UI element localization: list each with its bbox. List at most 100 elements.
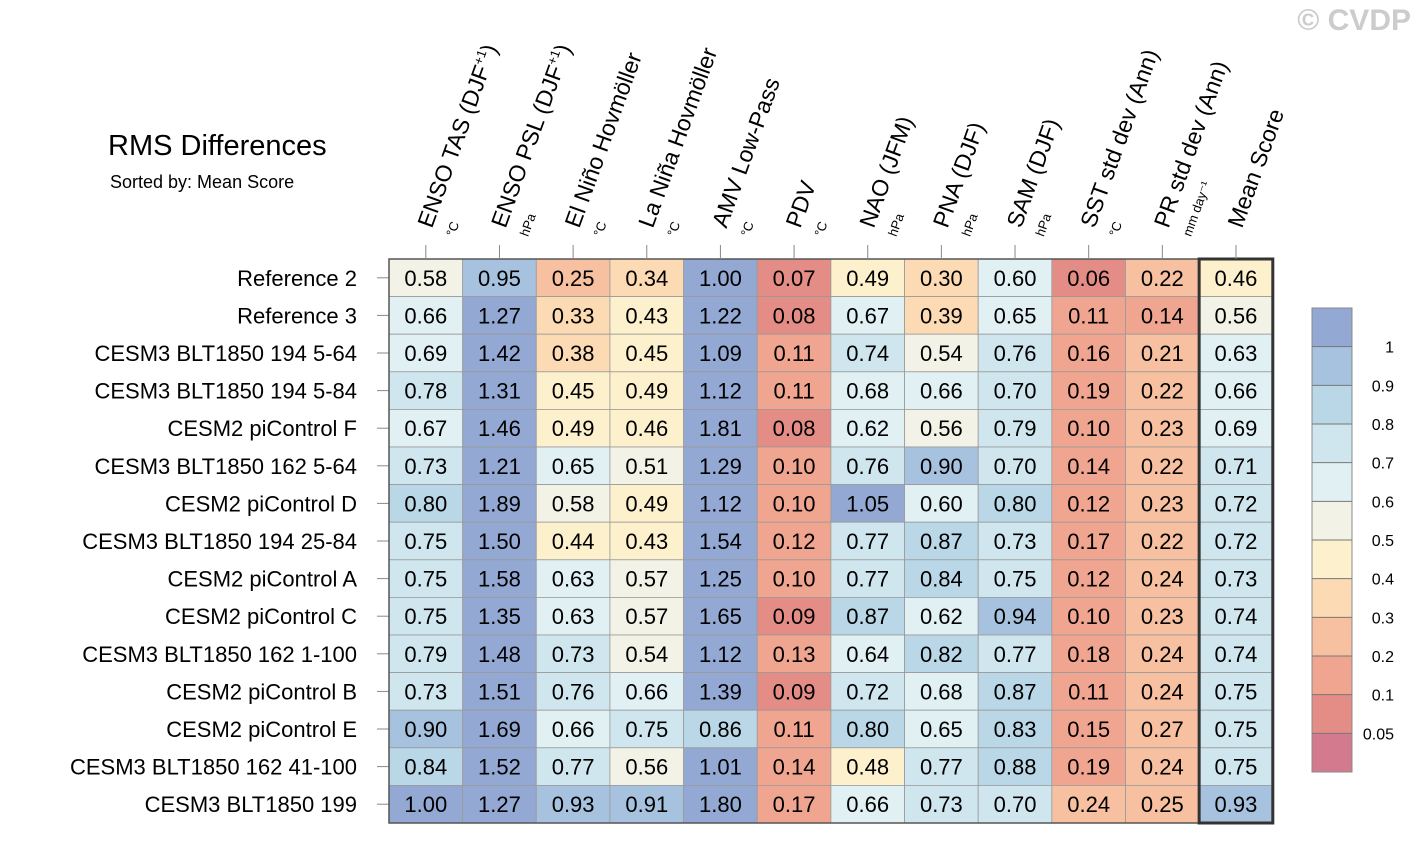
cell-value-label: 0.77: [920, 755, 963, 780]
colorbar-tick-label: 0.6: [1372, 494, 1394, 511]
heatmap-cell: [1051, 333, 1126, 373]
heatmap-cell: [830, 521, 905, 561]
heatmap-cell: [756, 672, 832, 711]
column-unit-label: °C: [664, 219, 683, 238]
heatmap-cell: [388, 408, 464, 448]
heatmap-cell: [904, 258, 979, 297]
cell-value-label: 0.11: [1068, 303, 1109, 328]
cell-value-label: 0.14: [1141, 303, 1184, 328]
column-label: PNA (DJF)hPa: [928, 119, 990, 239]
heatmap-cell: [462, 672, 537, 711]
chart-title: RMS Differences: [108, 130, 327, 162]
cell-value-label: 1.29: [699, 454, 742, 479]
heatmap-cell: [388, 446, 464, 485]
heatmap-cell: [535, 333, 611, 373]
cell-value-label: 0.75: [994, 567, 1037, 592]
cell-value-label: 0.11: [1068, 679, 1109, 704]
cell-value-label: 0.73: [920, 792, 963, 817]
column-label-main: ENSO PSL (DJF: [486, 62, 569, 231]
cell-value-label: 0.23: [1141, 604, 1184, 629]
heatmap-cell: [1198, 446, 1274, 485]
cell-value-label: 0.15: [1067, 717, 1110, 742]
column-unit-label: °C: [443, 219, 462, 238]
cell-value-label: 0.86: [699, 717, 742, 742]
heatmap-cell: [830, 597, 905, 636]
cell-value-label: 0.64: [846, 642, 889, 667]
heatmap-cell: [609, 408, 685, 448]
cell-value-label: 0.07: [773, 266, 816, 291]
cell-value-label: 1.51: [478, 679, 521, 704]
cell-value-label: 0.76: [846, 454, 889, 479]
column-label-main: NAO (JFM): [854, 113, 918, 231]
cell-value-label: 0.66: [1215, 379, 1258, 404]
heatmap-cell: [388, 597, 464, 636]
heatmap-cell: [1125, 521, 1200, 561]
cell-value-label: 0.67: [846, 303, 889, 328]
cell-value-label: 0.90: [404, 717, 447, 742]
cell-value-label: 0.56: [625, 755, 668, 780]
cell-value-label: 0.56: [920, 416, 963, 441]
cell-value-label: 0.63: [552, 604, 595, 629]
row-label: CESM3 BLT1850 199: [145, 792, 357, 817]
heatmap-cell: [388, 484, 464, 523]
cell-value-label: 1.27: [478, 792, 521, 817]
column-label-main: ENSO TAS (DJF: [412, 62, 495, 231]
heatmap-cell: [1198, 484, 1274, 523]
heatmap-cell: [609, 559, 685, 598]
heatmap-cell: [1198, 408, 1274, 448]
cell-value-label: 0.58: [552, 491, 595, 516]
colorbar-tick-label: 0.7: [1372, 456, 1394, 473]
heatmap-cell: [1051, 559, 1126, 598]
heatmap-cell: [1051, 785, 1126, 824]
heatmap-cell: [1051, 446, 1126, 485]
colorbar-segment: [1312, 656, 1352, 695]
column-unit-label: hPa: [885, 211, 907, 239]
column-label-main: SAM (DJF): [1001, 115, 1064, 231]
cell-value-label: 0.82: [920, 642, 963, 667]
heatmap-cell: [904, 785, 979, 824]
cell-value-label: 0.18: [1067, 642, 1110, 667]
column-unit-label: °C: [590, 219, 609, 238]
cell-value-label: 0.95: [478, 266, 521, 291]
heatmap-cell: [756, 446, 832, 485]
heatmap-cell: [388, 559, 464, 598]
heatmap-cell: [977, 672, 1053, 711]
cell-value-label: 0.62: [920, 604, 963, 629]
heatmap-cell: [904, 672, 979, 711]
cell-value-label: 0.66: [625, 679, 668, 704]
cell-value-label: 0.74: [1215, 604, 1258, 629]
column-label-main: Mean Score: [1222, 105, 1289, 230]
heatmap-cell: [535, 559, 611, 598]
cell-value-label: 0.65: [920, 717, 963, 742]
column-unit-label: °C: [1106, 219, 1125, 238]
cell-value-label: 0.68: [920, 679, 963, 704]
column-label-text: AMV Low-Pass: [707, 74, 785, 231]
watermark: © CVDP: [1297, 4, 1411, 37]
cell-value-label: 0.70: [994, 792, 1037, 817]
cell-value-label: 0.17: [773, 792, 816, 817]
cell-value-label: 0.38: [552, 341, 595, 366]
cell-value-label: 0.09: [773, 604, 816, 629]
column-label-text: Mean Score: [1222, 105, 1289, 230]
heatmap-cell: [1125, 333, 1200, 373]
cell-value-label: 0.87: [920, 529, 963, 554]
cell-value-label: 0.60: [920, 491, 963, 516]
column-label-main: AMV Low-Pass: [707, 74, 785, 231]
heatmap-cell: [388, 709, 464, 749]
heatmap-cell: [904, 709, 979, 749]
heatmap-cell: [830, 484, 905, 523]
cell-value-label: 0.80: [994, 491, 1037, 516]
cell-value-label: 0.72: [1215, 529, 1258, 554]
heatmap-cell: [977, 747, 1053, 786]
heatmap-cell: [388, 672, 464, 711]
colorbar-segment: [1312, 501, 1352, 540]
cell-value-label: 0.45: [552, 379, 595, 404]
cell-value-label: 0.90: [920, 454, 963, 479]
cell-value-label: 0.44: [552, 529, 595, 554]
colorbar-segment: [1312, 733, 1352, 772]
cell-value-label: 1.05: [846, 491, 889, 516]
cell-value-label: 0.17: [1067, 529, 1110, 554]
cell-value-label: 0.77: [994, 642, 1037, 667]
heatmap-cell: [388, 333, 464, 373]
